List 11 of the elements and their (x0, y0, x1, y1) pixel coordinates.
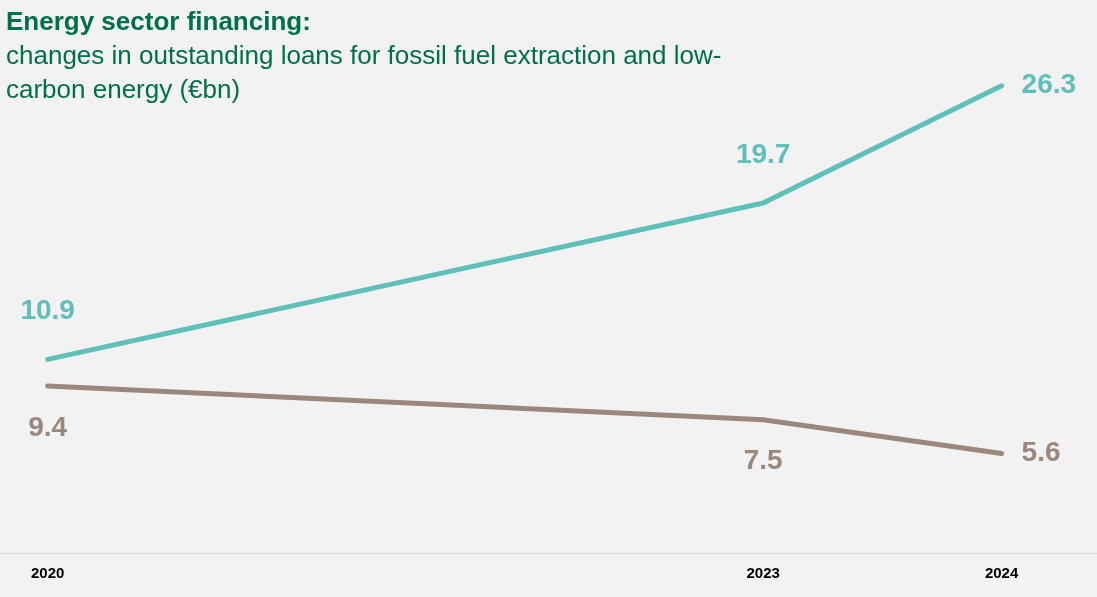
chart-subtitle: changes in outstanding loans for fossil fuel extraction and low-carbon energy (€bn) (6, 40, 722, 104)
data-label: 19.7 (735, 137, 791, 169)
x-tick-label: 2024 (984, 564, 1019, 582)
data-label: 10.9 (20, 294, 75, 326)
data-label: 5.6 (1021, 436, 1061, 468)
x-tick-label: 2020 (31, 564, 65, 582)
data-label: 7.5 (743, 444, 783, 476)
chart-title: Energy sector financing: (6, 5, 312, 38)
x-tick-label: 2023 (746, 564, 780, 582)
data-label: 9.4 (28, 410, 68, 442)
data-label: 26.3 (1021, 68, 1077, 100)
